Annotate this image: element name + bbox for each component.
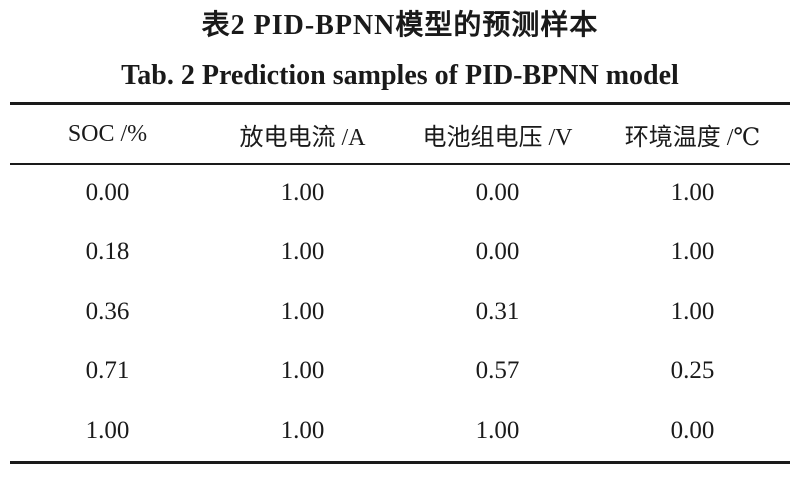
top-rule — [10, 102, 790, 105]
prediction-samples-table: SOC /% 放电电流 /A 电池组电压 /V 环境温度 /℃ 0.00 1.0… — [10, 105, 790, 461]
cell-pack-voltage: 1.00 — [475, 416, 520, 444]
table-row: 0.36 1.00 0.31 1.00 — [10, 282, 790, 342]
cell-ambient-temperature: 0.25 — [670, 357, 715, 385]
cell-ambient-temperature: 0.00 — [670, 416, 715, 444]
cell-soc: 0.18 — [85, 238, 130, 266]
cell-ambient-temperature: 1.00 — [670, 297, 715, 325]
table-caption-english: Tab. 2 Prediction samples of PID-BPNN mo… — [121, 60, 679, 91]
table-caption-chinese: 表2 PID-BPNN模型的预测样本 — [201, 10, 599, 41]
cell-discharge-current: 1.00 — [280, 416, 325, 444]
cell-discharge-current: 1.00 — [280, 238, 325, 266]
cell-ambient-temperature: 1.00 — [670, 238, 715, 266]
header-soc: SOC /% — [67, 120, 148, 147]
table-row: 0.00 1.00 0.00 1.00 — [10, 163, 790, 223]
cell-soc: 0.36 — [85, 297, 130, 325]
cell-pack-voltage: 0.57 — [475, 357, 520, 385]
cell-discharge-current: 1.00 — [280, 178, 325, 206]
cell-pack-voltage: 0.31 — [475, 297, 520, 325]
header-pack-voltage: 电池组电压 /V — [422, 124, 573, 151]
table-header-row: SOC /% 放电电流 /A 电池组电压 /V 环境温度 /℃ — [10, 105, 790, 163]
cell-soc: 1.00 — [85, 416, 130, 444]
bottom-rule — [10, 461, 790, 464]
table-row: 0.71 1.00 0.57 0.25 — [10, 342, 790, 402]
header-discharge-current: 放电电流 /A — [239, 124, 366, 151]
cell-discharge-current: 1.00 — [280, 297, 325, 325]
header-rule — [10, 163, 790, 165]
cell-soc: 0.00 — [85, 178, 130, 206]
cell-discharge-current: 1.00 — [280, 357, 325, 385]
cell-pack-voltage: 0.00 — [475, 178, 520, 206]
cell-soc: 0.71 — [85, 357, 130, 385]
header-ambient-temperature: 环境温度 /℃ — [624, 124, 761, 151]
table-row: 0.18 1.00 0.00 1.00 — [10, 223, 790, 283]
cell-ambient-temperature: 1.00 — [670, 178, 715, 206]
table-row: 1.00 1.00 1.00 0.00 — [10, 401, 790, 461]
cell-pack-voltage: 0.00 — [475, 238, 520, 266]
